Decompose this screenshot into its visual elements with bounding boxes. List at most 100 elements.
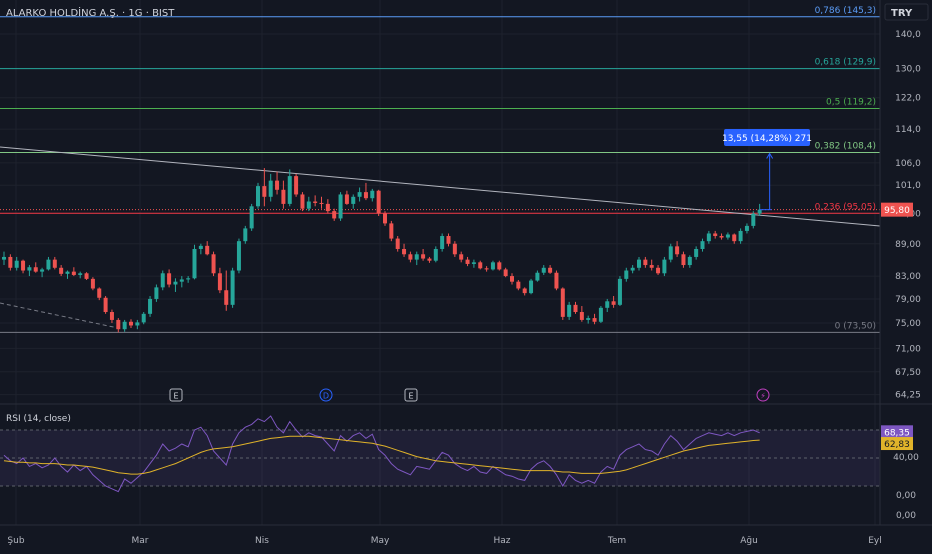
- candle: [2, 251, 6, 266]
- candle: [452, 241, 457, 257]
- candle: [414, 251, 419, 266]
- candle-body: [205, 245, 210, 255]
- event-markers[interactable]: E D E ⚡: [169, 388, 770, 402]
- rsi-ma-line: [3, 435, 760, 475]
- candle: [217, 267, 222, 294]
- candle-body: [27, 267, 32, 271]
- candle-body: [617, 278, 622, 305]
- candle-body: [160, 273, 165, 288]
- candle: [294, 173, 299, 197]
- measure-label-box: [724, 129, 810, 146]
- candle: [211, 251, 216, 277]
- candle-body: [262, 186, 267, 197]
- candle-body: [757, 209, 762, 214]
- candle: [624, 267, 629, 282]
- candle: [27, 265, 32, 277]
- rsi-value-label: 68,35: [884, 428, 910, 438]
- candle-body: [363, 192, 368, 199]
- candle-body: [700, 241, 705, 249]
- price-tick-label: 67,50: [895, 368, 921, 378]
- event-marker-label: E: [173, 392, 178, 401]
- candle: [687, 255, 692, 268]
- candle-body: [611, 301, 616, 305]
- candle: [592, 313, 597, 325]
- candle-body: [249, 206, 254, 229]
- candle-body: [383, 213, 387, 224]
- time-tick-label: Şub: [7, 536, 24, 546]
- candle-body: [402, 248, 407, 255]
- price-tick-label: 75,00: [895, 319, 921, 329]
- candle-body: [97, 288, 102, 298]
- candle: [236, 238, 241, 274]
- trendlines[interactable]: [0, 146, 881, 329]
- candle: [675, 241, 680, 257]
- candle-body: [395, 238, 400, 249]
- time-tick-label: Ağu: [740, 536, 758, 546]
- candle-body: [179, 279, 184, 282]
- candle-body: [319, 202, 324, 204]
- candle: [598, 306, 603, 323]
- fib-level-label: 0,618 (129,9): [815, 58, 876, 68]
- candle: [579, 306, 584, 322]
- candle: [243, 225, 248, 244]
- measure-tool[interactable]: 13,55 (14,28%) 271: [722, 129, 812, 211]
- candle-body: [21, 260, 26, 271]
- candle: [630, 265, 635, 274]
- currency-badge[interactable]: [884, 3, 929, 21]
- fib-level-label: 0,5 (119,2): [826, 97, 876, 107]
- fibonacci-levels[interactable]: 0,786 (145,3) 0,618 (129,9) 0,5 (119,2) 0,3…: [0, 6, 880, 333]
- candle-body: [275, 180, 280, 190]
- event-marker-frame: [404, 388, 418, 402]
- candle: [325, 199, 330, 214]
- candle: [573, 301, 578, 314]
- candle-body: [598, 307, 603, 322]
- candle: [344, 190, 349, 205]
- candle: [402, 243, 407, 257]
- symbol-title[interactable]: ALARKO HOLDİNG A.Ş. · 1G · BIST: [6, 6, 175, 19]
- candle: [478, 260, 483, 270]
- price-tick-label: 64,25: [895, 391, 921, 401]
- candle-body: [687, 256, 692, 266]
- candle: [230, 267, 235, 308]
- candle-body: [186, 278, 191, 280]
- candle: [656, 265, 661, 275]
- candle: [14, 256, 19, 271]
- candle-body: [529, 280, 534, 294]
- candle: [649, 259, 654, 271]
- candle-body: [116, 319, 121, 330]
- candle-body: [503, 269, 508, 277]
- candle: [154, 284, 159, 302]
- candle: [363, 182, 368, 201]
- candle: [408, 251, 413, 263]
- candle: [694, 246, 699, 260]
- rsi-title[interactable]: RSI (14, close): [6, 414, 71, 424]
- candle-body: [8, 256, 13, 268]
- candle-body: [281, 189, 286, 204]
- price-tick-label: 130,0: [895, 64, 921, 74]
- candle: [167, 269, 172, 288]
- candle: [529, 278, 534, 295]
- price-axis[interactable]: 140,0130,0122,0114,0106,0101,095,0089,00…: [879, 0, 921, 525]
- candle: [33, 262, 38, 273]
- candle: [605, 298, 610, 313]
- measure-arrowhead: [766, 152, 774, 159]
- candle-body: [78, 273, 83, 275]
- candle: [268, 173, 273, 202]
- price-tick-label: 101,0: [895, 181, 921, 191]
- last-price-badge: [881, 202, 913, 217]
- time-axis[interactable]: Şub Mar Nis May Haz Tem Ağu Eyl: [0, 524, 932, 546]
- candle: [548, 265, 553, 274]
- candle: [160, 270, 165, 291]
- candle: [198, 243, 203, 255]
- candle: [275, 171, 280, 195]
- candle-body: [313, 201, 318, 203]
- price-tick-label: 71,00: [895, 344, 921, 354]
- candle-body: [478, 262, 483, 269]
- candle-body: [325, 203, 330, 212]
- candle: [224, 270, 229, 311]
- time-tick-label: Mar: [132, 536, 149, 546]
- candle: [370, 188, 375, 202]
- candle: [262, 168, 267, 207]
- candle: [78, 271, 83, 279]
